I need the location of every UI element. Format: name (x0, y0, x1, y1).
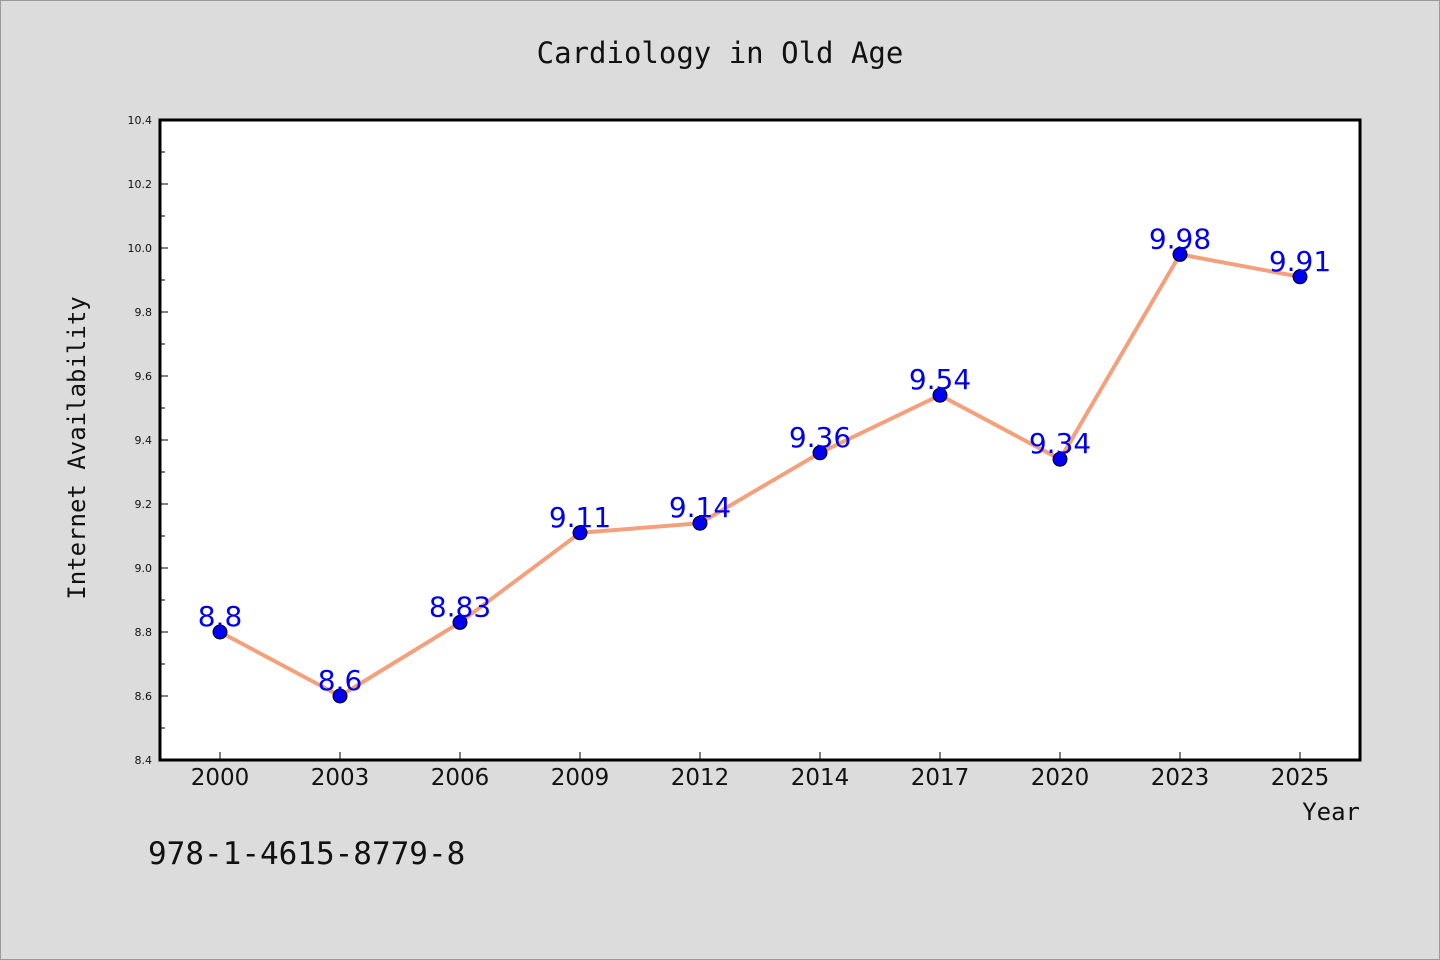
y-axis-ticks: 8.4 8.6 8.8 9.0 9.2 9.4 9.6 9.8 10.0 10.2 10.4 (128, 114, 168, 767)
y-tick-label: 9.0 (135, 562, 153, 575)
series-layer (212, 246, 1308, 704)
data-point-marker (692, 515, 708, 531)
x-tick-label: 2014 (791, 765, 850, 791)
y-tick-label: 9.4 (135, 434, 153, 447)
data-label: 9.34 (1029, 427, 1091, 460)
y-tick-label: 8.4 (135, 754, 153, 767)
data-label: 9.14 (669, 491, 731, 524)
x-tick-label: 2020 (1031, 765, 1090, 791)
x-tick-label: 2023 (1151, 765, 1210, 791)
data-point-marker (932, 387, 948, 403)
x-axis-ticks: 2000 2003 2006 2009 2012 2014 2017 2020 2023 2025 (191, 752, 1330, 791)
isbn-text: 978-1-4615-8779-8 (148, 836, 465, 872)
y-tick-label: 10.4 (128, 114, 153, 127)
data-point-marker (1172, 246, 1188, 262)
y-tick-label: 8.8 (135, 626, 153, 639)
data-point-marker (812, 445, 828, 461)
data-point-marker (452, 614, 468, 630)
data-label: 8.83 (429, 590, 491, 623)
y-tick-label: 9.2 (135, 498, 153, 511)
data-label-layer: 8.8 8.6 8.83 9.11 9.14 9.36 9.54 9.34 9.98 9.91 (198, 222, 1331, 697)
data-point-marker (212, 624, 228, 640)
data-label: 8.8 (198, 600, 243, 633)
data-label: 9.11 (549, 501, 611, 534)
x-tick-label: 2006 (431, 765, 490, 791)
x-axis-label: Year (1302, 798, 1360, 826)
x-tick-label: 2000 (191, 765, 250, 791)
y-tick-label: 9.6 (135, 370, 153, 383)
data-point-marker (332, 688, 348, 704)
y-tick-label: 8.6 (135, 690, 153, 703)
data-point-marker (1292, 269, 1308, 285)
data-label: 9.36 (789, 421, 851, 454)
plot-area (158, 118, 1362, 762)
data-point-marker (1052, 451, 1068, 467)
y-tick-label: 9.8 (135, 306, 153, 319)
data-label: 8.6 (318, 664, 363, 697)
x-tick-label: 2012 (671, 765, 730, 791)
x-tick-label: 2025 (1271, 765, 1330, 791)
data-point-marker (572, 525, 588, 541)
y-tick-label: 10.0 (128, 242, 153, 255)
data-label: 9.54 (909, 363, 971, 396)
x-tick-label: 2009 (551, 765, 610, 791)
data-label: 9.91 (1269, 245, 1331, 278)
series-line (218, 252, 1302, 698)
y-tick-label: 10.2 (128, 178, 153, 191)
x-tick-label: 2003 (311, 765, 370, 791)
y-axis-label: Internet Availability (63, 296, 91, 599)
chart-title: Cardiology in Old Age (537, 36, 904, 70)
data-label: 9.98 (1149, 222, 1211, 255)
x-tick-label: 2017 (911, 765, 970, 791)
